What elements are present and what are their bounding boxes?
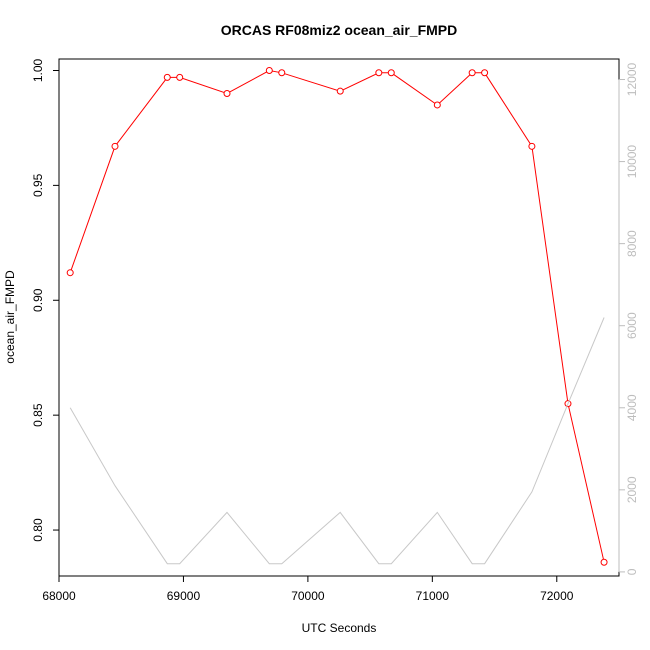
y-tick-label: 1.00 <box>31 58 45 82</box>
series-1-point <box>223 89 231 97</box>
series-1-point <box>163 73 171 81</box>
x-tick-label: 68000 <box>42 589 76 603</box>
y2-tick-label: 12000 <box>625 63 639 97</box>
x-tick-label: 69000 <box>167 589 201 603</box>
series-layer <box>66 66 608 566</box>
x-tick-label: 71000 <box>416 589 450 603</box>
x-axis-label: UTC Seconds <box>302 621 377 635</box>
plot-frame <box>58 58 620 577</box>
series-1-point <box>111 142 119 150</box>
series-1-point <box>481 69 489 77</box>
y2-tick-label: 4000 <box>625 394 639 421</box>
y2-tick-label: 10000 <box>625 145 639 179</box>
series-1-point <box>433 101 441 109</box>
y-tick-label: 0.85 <box>31 403 45 427</box>
y-tick-label: 0.95 <box>31 173 45 197</box>
y-axis-label: ocean_air_FMPD <box>3 270 17 364</box>
series-1-point <box>278 69 286 77</box>
series-1-point <box>387 69 395 77</box>
x-tick-label: 70000 <box>291 589 325 603</box>
series-1-point <box>600 558 608 566</box>
series-1-point <box>66 269 74 277</box>
y2-tick-label: 8000 <box>625 230 639 257</box>
y2-tick-label: 0 <box>625 568 639 575</box>
y2-tick-label: 2000 <box>625 476 639 503</box>
y-axis-right: 0 2000 4000 6000 8000 10000 12000 <box>618 63 639 575</box>
x-axis: 68000 69000 70000 71000 72000 <box>42 575 574 603</box>
series-2-line <box>69 317 605 565</box>
series-1-point <box>468 69 476 77</box>
y-tick-label: 0.80 <box>31 518 45 542</box>
series-1-point <box>528 142 536 150</box>
series-1-point <box>336 87 344 95</box>
x-tick-label: 72000 <box>540 589 574 603</box>
series-1-point <box>176 73 184 81</box>
y-axis-left: 0.80 0.85 0.90 0.95 1.00 <box>31 58 60 542</box>
y-tick-label: 0.90 <box>31 288 45 312</box>
chart-title: ORCAS RF08miz2 ocean_air_FMPD <box>221 22 458 38</box>
y2-tick-label: 6000 <box>625 312 639 339</box>
series-1-point <box>375 69 383 77</box>
series-1-line <box>69 69 605 563</box>
series-1-point <box>265 66 273 74</box>
